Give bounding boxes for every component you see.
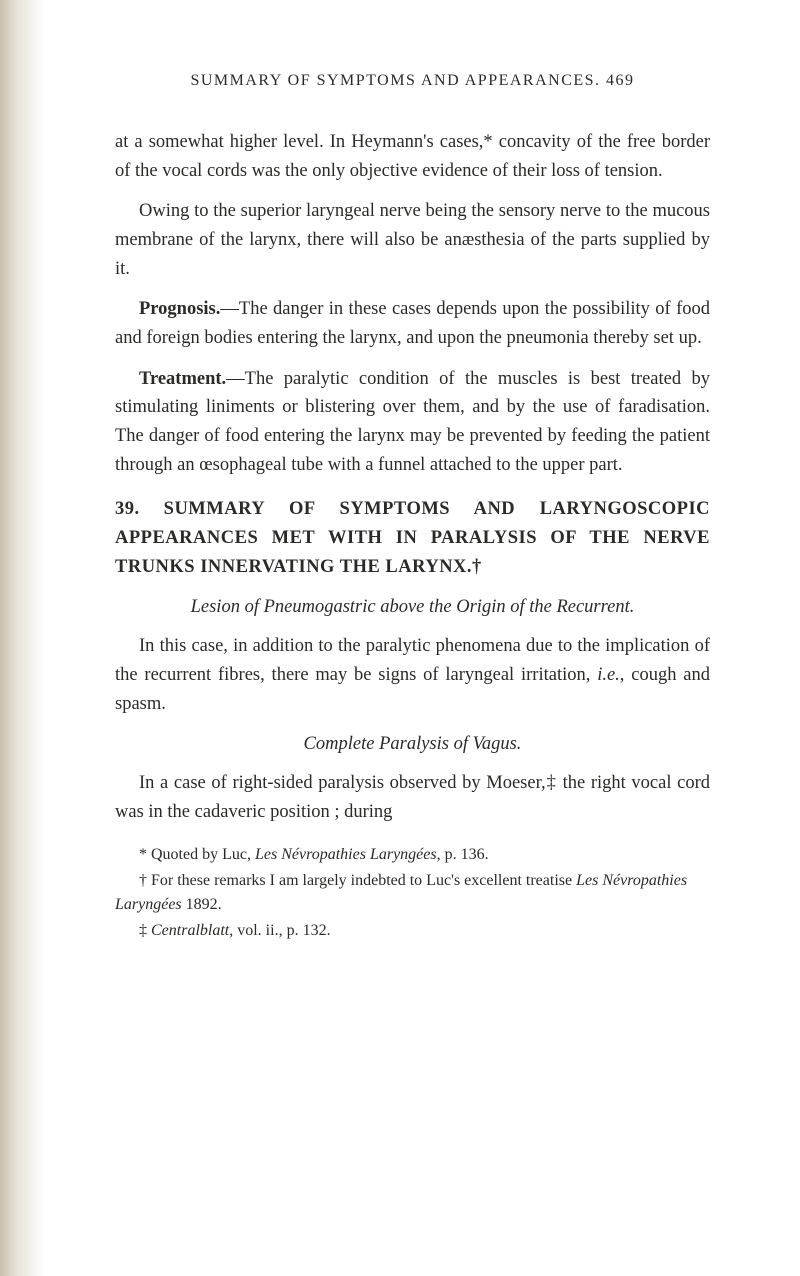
- lesion-heading: Lesion of Pneumogastric above the Origin…: [115, 597, 710, 618]
- fn3-italic: Centralblatt: [151, 922, 229, 939]
- footnote-2: † For these remarks I am largely indebte…: [115, 869, 710, 917]
- prognosis-label: Prognosis.: [139, 299, 220, 319]
- paragraph-1: at a somewhat higher level. In Heymann's…: [115, 128, 710, 185]
- fn3-marker: ‡: [139, 922, 147, 939]
- treatment-label: Treatment.: [139, 369, 226, 389]
- page-content: SUMMARY OF SYMPTOMS AND APPEARANCES. 469…: [115, 72, 710, 943]
- p5-italic: i.e.: [597, 665, 620, 685]
- page-shadow: [0, 0, 45, 1276]
- fn2-text: For these remarks I am largely indebted …: [147, 872, 576, 889]
- page-header: SUMMARY OF SYMPTOMS AND APPEARANCES. 469: [115, 72, 710, 90]
- fn1-italic: Les Névropathies Laryngées: [255, 846, 437, 863]
- fn1-marker: *: [139, 846, 147, 863]
- fn1-rest: , p. 136.: [437, 846, 489, 863]
- fn1-text: Quoted by Luc,: [147, 846, 255, 863]
- paragraph-5: In this case, in addition to the paralyt…: [115, 632, 710, 718]
- paragraph-6: In a case of right-sided paralysis obser…: [115, 769, 710, 826]
- section-number: 39.: [115, 499, 140, 519]
- fn2-rest: 1892.: [182, 896, 222, 913]
- fn3-rest: , vol. ii., p. 132.: [229, 922, 330, 939]
- complete-paralysis-heading: Complete Paralysis of Vagus.: [115, 734, 710, 755]
- section-39-heading: 39. SUMMARY OF SYMPTOMS AND LARYNGOSCOPI…: [115, 495, 710, 581]
- paragraph-treatment: Treatment.—The paralytic condition of th…: [115, 365, 710, 480]
- section-title: SUMMARY OF SYMPTOMS AND LARYNGOSCOPIC AP…: [115, 499, 710, 576]
- footnote-3: ‡ Centralblatt, vol. ii., p. 132.: [115, 919, 710, 943]
- footnote-1: * Quoted by Luc, Les Névropathies Laryng…: [115, 843, 710, 867]
- footnotes-block: * Quoted by Luc, Les Névropathies Laryng…: [115, 843, 710, 943]
- paragraph-2: Owing to the superior laryngeal nerve be…: [115, 197, 710, 283]
- paragraph-prognosis: Prognosis.—The danger in these cases dep…: [115, 295, 710, 352]
- fn2-marker: †: [139, 872, 147, 889]
